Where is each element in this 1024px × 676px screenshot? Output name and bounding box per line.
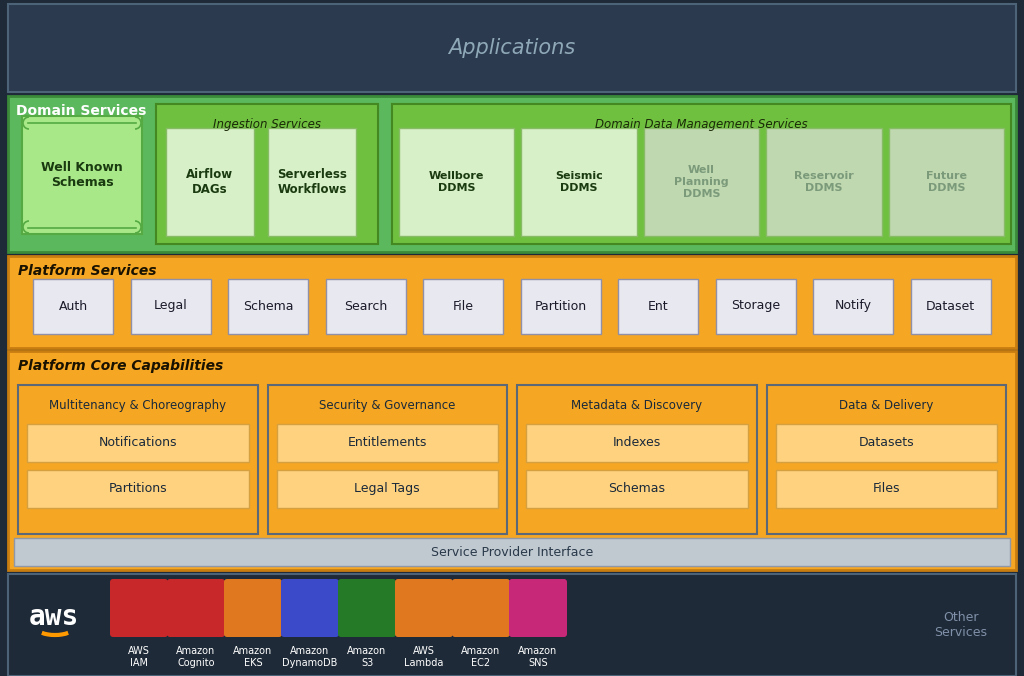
Text: Future
DDMS: Future DDMS bbox=[926, 171, 967, 193]
Bar bbox=[267, 385, 507, 534]
Bar bbox=[526, 470, 748, 508]
Text: Airflow
DAGs: Airflow DAGs bbox=[186, 168, 233, 196]
Bar bbox=[767, 385, 1006, 534]
FancyBboxPatch shape bbox=[224, 579, 282, 637]
Text: Ingestion Services: Ingestion Services bbox=[213, 118, 321, 131]
Text: Amazon
EC2: Amazon EC2 bbox=[462, 646, 501, 668]
Text: Security & Governance: Security & Governance bbox=[319, 399, 456, 412]
Text: Service Provider Interface: Service Provider Interface bbox=[431, 546, 593, 558]
Text: Files: Files bbox=[872, 482, 900, 495]
Text: Metadata & Discovery: Metadata & Discovery bbox=[571, 399, 702, 412]
Bar bbox=[775, 423, 997, 462]
Text: Reservoir
DDMS: Reservoir DDMS bbox=[794, 171, 854, 193]
FancyBboxPatch shape bbox=[281, 579, 339, 637]
Text: Amazon
Cognito: Amazon Cognito bbox=[176, 646, 216, 668]
FancyBboxPatch shape bbox=[509, 579, 567, 637]
Bar bbox=[27, 423, 249, 462]
Bar bbox=[8, 4, 1016, 92]
Text: Amazon
S3: Amazon S3 bbox=[347, 646, 387, 668]
Bar bbox=[8, 351, 1016, 570]
Text: Wellbore
DDMS: Wellbore DDMS bbox=[429, 171, 484, 193]
Text: Platform Core Capabilities: Platform Core Capabilities bbox=[18, 359, 223, 373]
Text: Seismic
DDMS: Seismic DDMS bbox=[555, 171, 603, 193]
Text: Ent: Ent bbox=[648, 299, 669, 312]
Bar bbox=[423, 279, 503, 333]
Bar bbox=[644, 128, 759, 236]
Text: Auth: Auth bbox=[59, 299, 88, 312]
Text: Datasets: Datasets bbox=[858, 436, 914, 449]
Bar bbox=[775, 470, 997, 508]
Text: Indexes: Indexes bbox=[612, 436, 660, 449]
FancyBboxPatch shape bbox=[167, 579, 225, 637]
Text: Storage: Storage bbox=[731, 299, 780, 312]
Text: Well
Planning
DDMS: Well Planning DDMS bbox=[674, 166, 729, 199]
Text: Schema: Schema bbox=[243, 299, 294, 312]
Text: Platform Services: Platform Services bbox=[18, 264, 157, 278]
Text: Schemas: Schemas bbox=[608, 482, 666, 495]
Bar bbox=[326, 279, 406, 333]
Bar bbox=[18, 385, 257, 534]
Text: Applications: Applications bbox=[449, 38, 575, 58]
Bar bbox=[166, 128, 254, 236]
Bar bbox=[8, 256, 1016, 348]
Text: Partitions: Partitions bbox=[109, 482, 167, 495]
Text: Dataset: Dataset bbox=[926, 299, 975, 312]
Bar bbox=[8, 574, 1016, 676]
Bar bbox=[8, 96, 1016, 252]
Text: Amazon
SNS: Amazon SNS bbox=[518, 646, 558, 668]
Text: Multitenancy & Choreography: Multitenancy & Choreography bbox=[49, 399, 226, 412]
Text: File: File bbox=[453, 299, 474, 312]
Bar bbox=[228, 279, 308, 333]
Bar bbox=[34, 279, 114, 333]
Text: AWS
IAM: AWS IAM bbox=[128, 646, 150, 668]
Text: Partition: Partition bbox=[535, 299, 587, 312]
Bar bbox=[392, 104, 1011, 244]
Text: Legal Tags: Legal Tags bbox=[354, 482, 420, 495]
Text: Entitlements: Entitlements bbox=[347, 436, 427, 449]
Text: Notifications: Notifications bbox=[98, 436, 177, 449]
FancyBboxPatch shape bbox=[395, 579, 453, 637]
Bar bbox=[156, 104, 378, 244]
Text: Search: Search bbox=[344, 299, 387, 312]
Text: Legal: Legal bbox=[154, 299, 187, 312]
Text: Serverless
Workflows: Serverless Workflows bbox=[278, 168, 347, 196]
FancyBboxPatch shape bbox=[338, 579, 396, 637]
Bar bbox=[276, 470, 498, 508]
Text: AWS
Lambda: AWS Lambda bbox=[404, 646, 443, 668]
Text: Domain Services: Domain Services bbox=[16, 104, 146, 118]
Bar bbox=[131, 279, 211, 333]
Bar bbox=[813, 279, 893, 333]
Bar bbox=[521, 128, 637, 236]
Text: Notify: Notify bbox=[835, 299, 871, 312]
Bar bbox=[517, 385, 757, 534]
Bar bbox=[399, 128, 514, 236]
Bar bbox=[618, 279, 698, 333]
Text: Other
Services: Other Services bbox=[935, 611, 987, 639]
Bar bbox=[910, 279, 990, 333]
Bar bbox=[276, 423, 498, 462]
Bar bbox=[268, 128, 356, 236]
Bar bbox=[889, 128, 1004, 236]
Bar bbox=[521, 279, 601, 333]
Text: aws: aws bbox=[29, 603, 79, 631]
Text: Domain Data Management Services: Domain Data Management Services bbox=[595, 118, 808, 131]
Bar bbox=[766, 128, 882, 236]
FancyBboxPatch shape bbox=[110, 579, 168, 637]
Bar bbox=[14, 538, 1010, 566]
FancyBboxPatch shape bbox=[452, 579, 510, 637]
Text: Well Known
Schemas: Well Known Schemas bbox=[41, 161, 123, 189]
Text: Data & Delivery: Data & Delivery bbox=[839, 399, 934, 412]
Bar bbox=[716, 279, 796, 333]
Text: Amazon
DynamoDB: Amazon DynamoDB bbox=[283, 646, 338, 668]
Bar bbox=[526, 423, 748, 462]
Bar bbox=[27, 470, 249, 508]
Text: Amazon
EKS: Amazon EKS bbox=[233, 646, 272, 668]
Bar bbox=[22, 116, 142, 234]
